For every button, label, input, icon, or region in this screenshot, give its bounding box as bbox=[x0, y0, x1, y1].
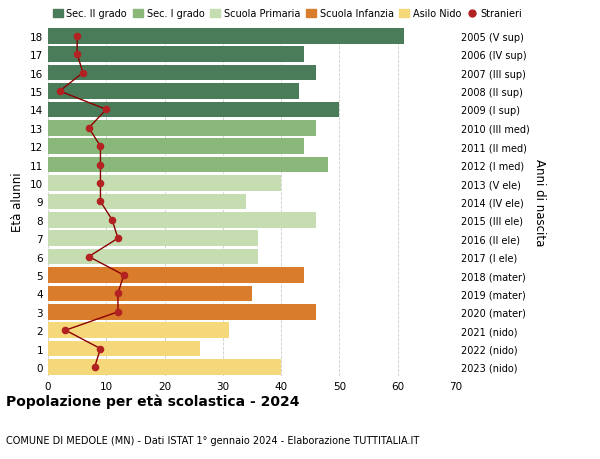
Bar bbox=[48, 286, 252, 302]
Text: COMUNE DI MEDOLE (MN) - Dati ISTAT 1° gennaio 2024 - Elaborazione TUTTITALIA.IT: COMUNE DI MEDOLE (MN) - Dati ISTAT 1° ge… bbox=[6, 435, 419, 445]
Bar bbox=[48, 213, 316, 228]
Bar bbox=[48, 66, 316, 81]
Point bbox=[107, 217, 117, 224]
Bar bbox=[48, 323, 229, 338]
Bar bbox=[48, 29, 404, 45]
Bar bbox=[48, 121, 316, 136]
Bar bbox=[48, 139, 304, 155]
Point bbox=[113, 290, 123, 297]
Bar bbox=[48, 231, 258, 246]
Y-axis label: Età alunni: Età alunni bbox=[11, 172, 25, 232]
Point bbox=[95, 345, 105, 353]
Bar bbox=[48, 359, 281, 375]
Text: Popolazione per età scolastica - 2024: Popolazione per età scolastica - 2024 bbox=[6, 394, 299, 409]
Y-axis label: Anni di nascita: Anni di nascita bbox=[533, 158, 546, 246]
Point bbox=[95, 198, 105, 206]
Point bbox=[113, 235, 123, 242]
Bar bbox=[48, 157, 328, 173]
Point bbox=[78, 70, 88, 77]
Bar bbox=[48, 194, 246, 210]
Point bbox=[95, 162, 105, 169]
Point bbox=[95, 143, 105, 151]
Bar bbox=[48, 176, 281, 191]
Bar bbox=[48, 268, 304, 283]
Point bbox=[73, 51, 82, 59]
Point bbox=[61, 327, 70, 334]
Bar bbox=[48, 249, 258, 265]
Point bbox=[84, 125, 94, 132]
Point bbox=[101, 106, 111, 114]
Legend: Sec. II grado, Sec. I grado, Scuola Primaria, Scuola Infanzia, Asilo Nido, Stran: Sec. II grado, Sec. I grado, Scuola Prim… bbox=[53, 9, 523, 19]
Point bbox=[90, 364, 100, 371]
Point bbox=[95, 180, 105, 187]
Bar bbox=[48, 47, 304, 63]
Point bbox=[73, 33, 82, 40]
Bar bbox=[48, 102, 340, 118]
Bar bbox=[48, 341, 200, 357]
Point bbox=[84, 253, 94, 261]
Point bbox=[113, 308, 123, 316]
Point bbox=[55, 88, 64, 95]
Point bbox=[119, 272, 128, 279]
Bar bbox=[48, 84, 299, 100]
Bar bbox=[48, 304, 316, 320]
